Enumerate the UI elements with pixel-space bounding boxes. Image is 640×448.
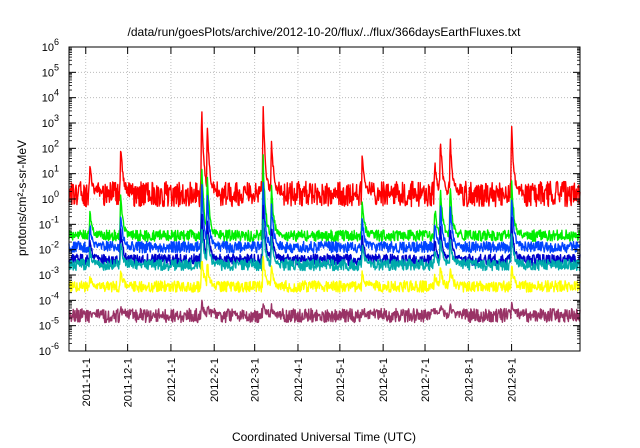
y-tick-label: 10-6 (39, 341, 59, 358)
y-tick-label: 106 (42, 37, 59, 54)
y-tick-label: 104 (42, 88, 59, 105)
series-line-3 (68, 181, 581, 254)
series-line-2 (68, 154, 581, 243)
y-tick-label: 100 (42, 189, 59, 206)
x-tick-label: 2012-5-1 (335, 358, 347, 402)
series-line-5 (68, 218, 581, 272)
y-tick-label: 10-4 (39, 290, 59, 307)
x-tick-label: 2012-8-1 (463, 358, 475, 402)
x-tick-label: 2012-4-1 (293, 358, 305, 402)
y-tick-label: 102 (42, 138, 59, 155)
series-group (68, 105, 581, 324)
series-line-1 (68, 105, 581, 208)
chart-title: /data/run/goesPlots/archive/2012-10-20/f… (128, 25, 522, 39)
x-tick-label: 2011-12-1 (123, 358, 135, 407)
x-tick-label: 2012-7-1 (420, 358, 432, 402)
x-tick-label: 2012-6-1 (378, 358, 390, 402)
y-tick-label: 101 (42, 164, 59, 181)
y-tick-label: 10-5 (39, 316, 59, 333)
x-tick-label: 2012-2-1 (209, 358, 221, 402)
ticks (69, 46, 580, 352)
series-line-6 (68, 255, 581, 293)
x-tick-label: 2011-11-1 (81, 358, 93, 407)
x-axis-label: Coordinated Universal Time (UTC) (232, 430, 416, 444)
y-axis-label: protons/cm²-s-sr-MeV (15, 140, 29, 256)
x-tick-label: 2012-3-1 (250, 358, 262, 402)
y-tick-labels: 10-6 10-5 10-4 10-3 10-2 10-1 100 101 102 103 104 1… (39, 37, 59, 358)
y-tick-label: 10-3 (39, 265, 59, 282)
y-tick-label: 105 (42, 62, 59, 79)
x-tick-labels: 2011-11-1 2011-12-1 2012-1-1 2012-2-1 2012-3… (81, 358, 519, 407)
y-tick-label: 10-1 (39, 214, 59, 231)
series-line-7 (68, 299, 581, 324)
x-tick-label: 2012-9-1 (507, 358, 519, 402)
y-tick-label: 10-2 (39, 240, 59, 257)
y-tick-label: 103 (42, 113, 59, 130)
series-line-4 (68, 204, 581, 267)
x-tick-label: 2012-1-1 (166, 358, 178, 402)
